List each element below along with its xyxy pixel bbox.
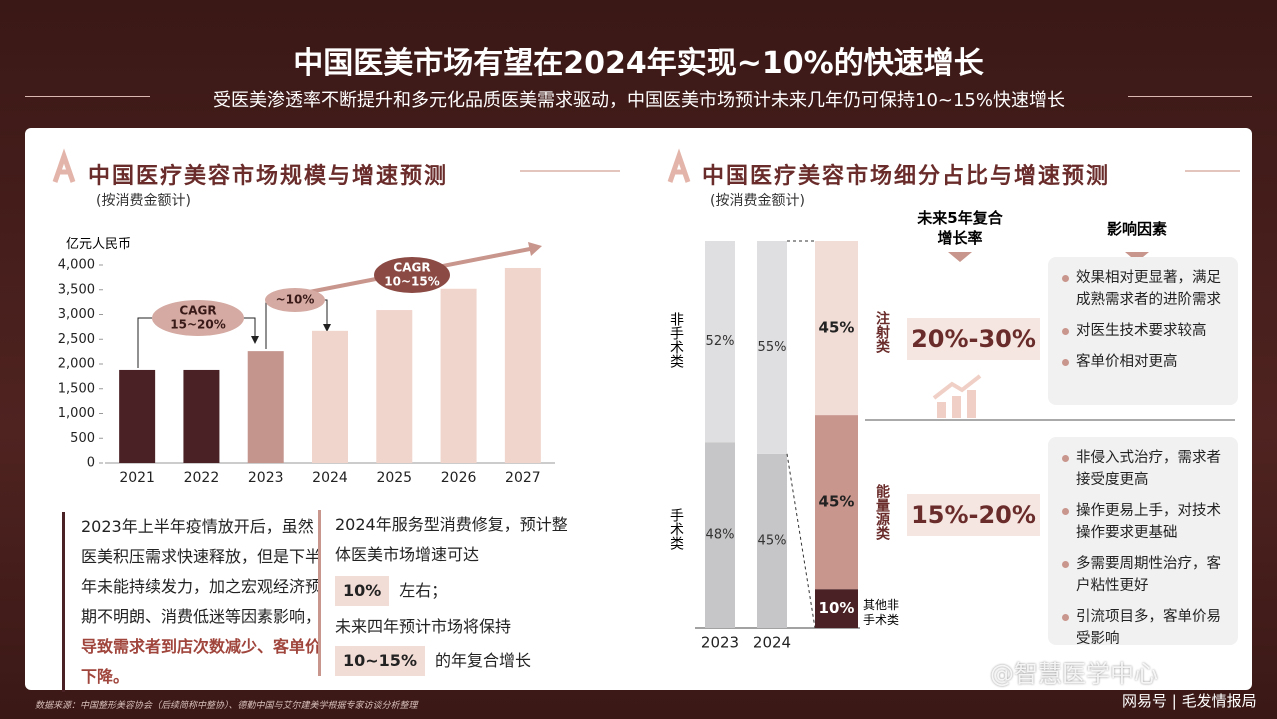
annotation: ~10% — [276, 293, 315, 307]
note: 2024年服务型消费修复，预计整体医美市场增速可达 10% 左右； 未来四年预计市… — [318, 510, 575, 676]
segment-label: 能量源类 — [874, 484, 890, 540]
breakdown-segment — [815, 589, 858, 628]
y-tick-label: 500 — [70, 431, 95, 446]
section-title: 中国医疗美容市场细分占比与增速预测 — [702, 164, 1111, 189]
value-label: 10% — [819, 599, 855, 617]
section-subtitle: (按消费金额计) — [96, 193, 191, 209]
value-label: 52% — [706, 334, 735, 349]
y-tick-label: 3,000 — [58, 307, 95, 322]
annotation: 10~15% — [384, 275, 439, 289]
bar — [247, 351, 284, 463]
y-tick-label: 0 — [87, 456, 95, 471]
note-bold: 导致需求者到店次数减少、客单价下降。 — [81, 637, 322, 686]
annotation-bubble — [374, 257, 450, 293]
note: 2023年上半年疫情放开后，虽然医美积压需求快速释放，但是下半年未能持续发力，加… — [62, 512, 321, 692]
watermark: 网易号 | 毛发情报局 — [1122, 692, 1257, 710]
annotation: 15~20% — [170, 318, 225, 332]
rate: 15%-20% — [907, 494, 1040, 536]
annotation: CAGR — [179, 304, 216, 318]
subtitle: 受医美渗透率不断提升和多元化品质医美需求驱动，中国医美市场预计未来几年仍可保持1… — [213, 90, 1065, 111]
section-title: 中国医疗美容市场规模与增速预测 — [88, 164, 449, 189]
x-tick-label: 2024 — [312, 470, 348, 486]
bar — [376, 310, 413, 463]
x-tick-label: 2022 — [184, 470, 220, 486]
segment-label: 其他非手术类 — [863, 598, 900, 627]
section-subtitle: (按消费金额计) — [710, 193, 805, 209]
bar — [440, 288, 477, 463]
x-tick-label: 2021 — [119, 470, 155, 486]
bar-segment — [705, 442, 735, 628]
factor-box: 效果相对更显著，满足成熟需求者的进阶需求对医生技术要求较高 客单价相对更高 — [1048, 257, 1238, 405]
rate: 20%-30% — [907, 318, 1040, 360]
watermark: @智慧医学中心 — [990, 660, 1158, 688]
breakdown-segment — [815, 241, 858, 416]
x-tick-label: 2023 — [701, 634, 739, 652]
bar-segment — [757, 241, 787, 454]
factor: 客单价相对更高 — [1062, 351, 1228, 373]
highlight: 10% — [335, 576, 390, 606]
y-tick-label: 4,000 — [58, 258, 95, 273]
annotation-bubble — [152, 300, 244, 336]
title: 中国医美市场有望在2024年实现~10%的快速增长 — [293, 46, 984, 81]
value-label: 48% — [706, 528, 735, 543]
arrow-head — [323, 324, 331, 332]
arrow-head — [528, 242, 542, 256]
y-tick-label: 2,500 — [58, 332, 95, 347]
bar — [504, 267, 541, 463]
factor: 对医生技术要求较高 — [1062, 320, 1228, 342]
series-label: 非手术类 — [668, 312, 684, 368]
y-axis-label: 亿元人民币 — [66, 237, 132, 252]
y-tick-label: 3,500 — [58, 282, 95, 297]
y-tick-label: 2,000 — [58, 357, 95, 372]
factor-box: 非侵入式治疗，需求者接受度更高 操作更易上手，对技术操作要求更基础 多需要周期性治疗… — [1048, 437, 1238, 647]
factor: 多需要周期性治疗，客户粘性更好 — [1062, 553, 1228, 597]
value-label: 45% — [758, 533, 787, 548]
table-header: 未来5年复合增长率 — [917, 209, 1003, 247]
table-header: 影响因素 — [1106, 220, 1167, 238]
connector — [786, 453, 816, 629]
growth-icon — [932, 374, 982, 418]
arrow-head — [251, 336, 259, 344]
logo — [52, 148, 76, 183]
x-tick-label: 2025 — [376, 470, 412, 486]
pointer — [948, 252, 972, 262]
bar-segment — [757, 453, 787, 628]
note-text: 2024年服务型消费修复，预计整体医美市场增速可达 — [335, 515, 568, 564]
y-tick-label: 1,500 — [58, 381, 95, 396]
value-label: 55% — [758, 340, 787, 355]
note-text: 左右； — [399, 581, 448, 600]
bar-segment — [705, 241, 735, 443]
x-tick-label: 2023 — [248, 470, 284, 486]
segment-label: 注射类 — [874, 311, 890, 353]
bar — [119, 369, 156, 463]
factor: 操作更易上手，对技术操作要求更基础 — [1062, 500, 1228, 544]
y-tick-label: 1,000 — [58, 406, 95, 421]
source: 数据来源：中国整形美容协会（后续简称中整协）、德勤中国与艾尔建美学根据专家访谈分… — [35, 701, 418, 711]
x-tick-label: 2026 — [441, 470, 477, 486]
x-tick-label: 2027 — [505, 470, 541, 486]
x-tick-label: 2024 — [753, 634, 791, 652]
note-text: 2023年上半年疫情放开后，虽然医美积压需求快速释放，但是下半年未能持续发力，加… — [81, 517, 322, 626]
breakdown-segment — [815, 415, 858, 590]
bar — [183, 369, 220, 463]
bar — [312, 330, 348, 463]
rule — [25, 96, 150, 97]
value-label: 45% — [819, 319, 855, 337]
logo — [667, 148, 691, 183]
annotation: CAGR — [393, 261, 430, 275]
factor: 非侵入式治疗，需求者接受度更高 — [1062, 447, 1228, 491]
value-label: 45% — [819, 493, 855, 511]
factor: 效果相对更显著，满足成熟需求者的进阶需求 — [1062, 267, 1228, 311]
highlight: 10~15% — [335, 646, 425, 676]
series-label: 手术类 — [668, 508, 684, 550]
panel — [25, 128, 1252, 690]
factor: 引流项目多，客单价易受影响 — [1062, 606, 1228, 650]
rule — [1128, 96, 1252, 97]
note-text: 未来四年预计市场将保持 — [335, 617, 512, 636]
note-text: 的年复合增长 — [434, 651, 531, 670]
annotation-bubble — [265, 288, 325, 312]
